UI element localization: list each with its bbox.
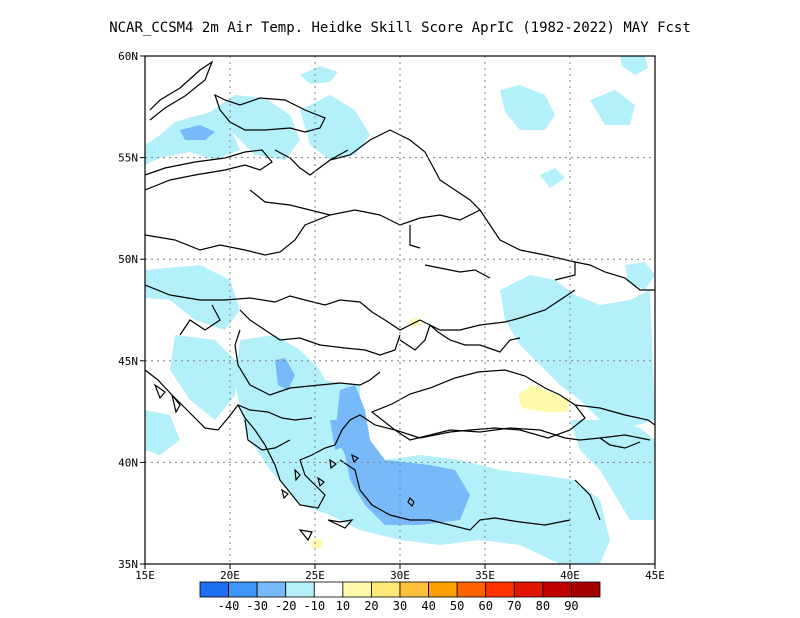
- lon-tick-label: 30E: [390, 569, 410, 582]
- colorbar-label: -40: [218, 599, 240, 613]
- colorbar-label: 30: [393, 599, 407, 613]
- lon-tick-label: 25E: [305, 569, 325, 582]
- colorbar-swatch: [456, 581, 487, 598]
- colorbar-swatch: [571, 581, 601, 598]
- lon-tick-label: 15E: [135, 569, 155, 582]
- lon-tick-label: 35E: [475, 569, 495, 582]
- colorbar-swatch: [256, 581, 287, 598]
- colorbar-swatch: [285, 581, 315, 598]
- colorbar-swatch: [399, 581, 429, 598]
- colorbar-swatch: [228, 581, 258, 598]
- lat-tick-label: 50N: [118, 253, 138, 266]
- lat-tick-label: 45N: [118, 355, 138, 368]
- colorbar-swatch: [371, 581, 401, 598]
- colorbar-label: -10: [303, 599, 325, 613]
- colorbar-swatch: [313, 581, 344, 598]
- map-title: NCAR_CCSM4 2m Air Temp. Heidke Skill Sco…: [109, 20, 691, 36]
- lon-tick-label: 20E: [220, 569, 240, 582]
- colorbar-label: 80: [536, 599, 550, 613]
- lat-tick-label: 35N: [118, 558, 138, 571]
- colorbar: -40 -30 -20 -10 10 20 30 40 50 60 70 80 90: [199, 581, 601, 613]
- colorbar-swatch: [542, 581, 572, 598]
- colorbar-swatch: [428, 581, 458, 598]
- coastlines-borders: [145, 60, 655, 542]
- colorbar-label: 10: [336, 599, 350, 613]
- map-gridlines: [145, 56, 655, 564]
- colorbar-label: 40: [421, 599, 435, 613]
- lat-tick-label: 60N: [118, 50, 138, 63]
- lon-tick-label: 40E: [560, 569, 580, 582]
- lat-tick-label: 55N: [118, 152, 138, 165]
- colorbar-label: 60: [478, 599, 492, 613]
- colorbar-label: -20: [275, 599, 297, 613]
- colorbar-label: 20: [364, 599, 378, 613]
- light-negative-regions: [145, 56, 655, 564]
- medium-negative-regions: [180, 125, 470, 525]
- colorbar-label: 50: [450, 599, 464, 613]
- colorbar-swatch: [342, 581, 372, 598]
- lat-tick-label: 40N: [118, 456, 138, 469]
- colorbar-swatch: [513, 581, 544, 598]
- colorbar-label: -30: [246, 599, 268, 613]
- skill-shading: [145, 56, 655, 564]
- light-positive-regions: [312, 318, 568, 548]
- colorbar-swatch: [485, 581, 515, 598]
- colorbar-swatch: [199, 581, 229, 598]
- lon-tick-label: 45E: [645, 569, 665, 582]
- colorbar-label: 70: [507, 599, 521, 613]
- colorbar-label: 90: [564, 599, 578, 613]
- axis-ticks: 15E 20E 25E 30E 35E 40E 45E 35N 40N 45N 50N 55N 60N: [118, 50, 665, 582]
